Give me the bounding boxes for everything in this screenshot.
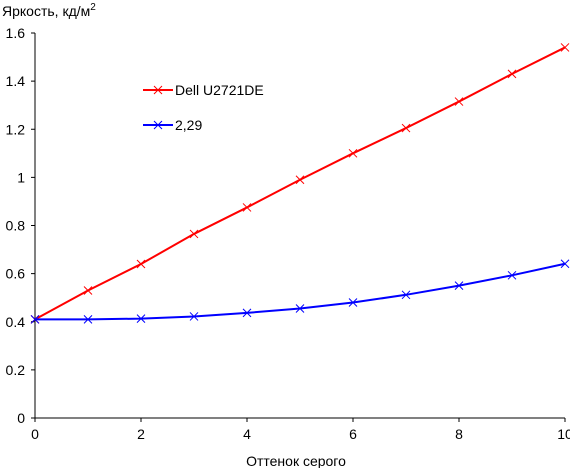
series-1-point <box>560 43 570 52</box>
y-tick-label: 0.2 <box>6 362 26 378</box>
series-2-point <box>83 314 93 324</box>
x-tick-label: 8 <box>455 426 463 442</box>
series-1-point <box>242 203 252 212</box>
y-axis-title: Яркость, кд/м2 <box>2 2 96 19</box>
series-2-point <box>507 270 517 280</box>
series-line-1 <box>34 46 566 321</box>
y-tick-label: 0 <box>17 410 25 426</box>
series-1-point <box>295 175 305 185</box>
y-axis-title-text: Яркость, кд/м <box>2 3 90 19</box>
legend-label-2: 2,29 <box>175 117 202 133</box>
series-2-point <box>348 298 358 307</box>
series-1-point <box>401 123 411 133</box>
series-1-point <box>507 69 517 79</box>
legend-label-1: Dell U2721DE <box>175 82 264 98</box>
series-2-point <box>189 312 199 321</box>
y-tick-label: 0.4 <box>6 314 26 330</box>
series-1-point <box>136 259 146 269</box>
y-tick-label: 1.4 <box>6 73 26 89</box>
x-tick-label: 4 <box>243 426 251 442</box>
x-axis-title: Оттенок серого <box>246 453 346 468</box>
x-tick-label: 2 <box>137 426 145 442</box>
y-tick-label: 1.6 <box>6 25 26 41</box>
y-tick-label: 1 <box>17 169 25 185</box>
series-2-point <box>136 314 146 323</box>
series-1-point <box>189 229 199 239</box>
y-tick-label: 1.2 <box>6 121 26 137</box>
chart-legend: Dell U2721DE 2,29 <box>143 82 264 133</box>
y-tick-label: 0.8 <box>6 218 26 234</box>
y-tick-label: 0.6 <box>6 266 26 282</box>
series-2-point <box>295 304 305 313</box>
series-1-point <box>454 97 464 106</box>
legend-marker-2 <box>153 120 163 130</box>
series-line-2 <box>35 262 566 321</box>
series-2-point <box>242 308 252 318</box>
y-axis-title-superscript: 2 <box>90 2 96 13</box>
x-tick-label: 6 <box>349 426 357 442</box>
series-2-point <box>560 259 570 269</box>
series-1-point <box>83 286 93 295</box>
chart-axes: 0 0.2 0.4 0.6 0.8 1 1.2 1.4 1.6 0 2 4 6 8 10 <box>6 25 570 442</box>
series-2-point <box>454 281 464 291</box>
x-tick-label: 10 <box>557 426 570 442</box>
x-tick-label: 0 <box>31 426 39 442</box>
series-2-point <box>30 314 40 324</box>
series-2-point <box>401 290 411 300</box>
legend-marker-1 <box>153 85 163 95</box>
series-1-point <box>348 148 358 158</box>
chart-series <box>30 43 570 324</box>
